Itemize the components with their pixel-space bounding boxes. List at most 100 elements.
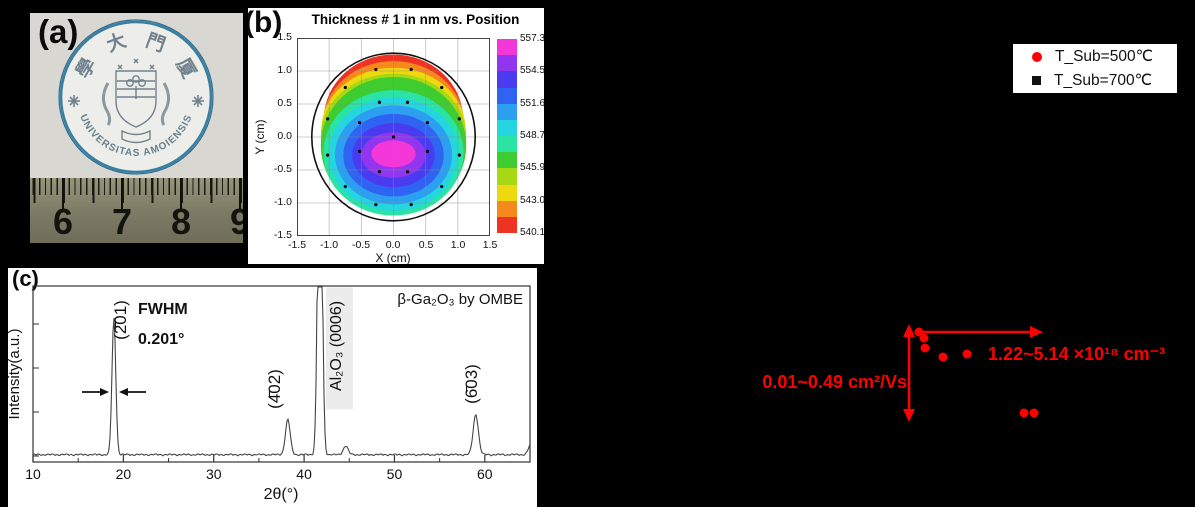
flower-icon [68,95,80,107]
black-square-marker-icon [1032,76,1041,85]
plot-frame [297,38,490,236]
seal-shield-emblem [101,58,171,144]
measurement-dot [425,121,429,125]
x-axis-label: 2θ(°) [264,486,299,503]
colorbar-label: 543.04 [520,195,544,206]
measurement-dot [343,85,347,90]
measurement-dot [457,153,461,157]
measurement-dot [440,184,444,189]
colorbar-cell [497,168,517,185]
measurement-dot [374,67,378,72]
legend-row: T_Sub=700℃ [1013,70,1177,91]
measurement-dot [405,170,410,174]
panel-a-photo: 學 大 門 厦 UNIVERSITAS AMOIENSIS [30,13,243,243]
x-tick-label: -1.5 [287,239,307,251]
al2o3-label-background [326,287,353,410]
data-point-dot [919,333,929,343]
x-tick-label: 0.5 [418,239,434,251]
y-tick-label: 1.0 [277,64,292,76]
data-point-dot [1029,408,1039,418]
colorbar-cell [497,200,517,217]
vertical-range-arrow [903,324,915,422]
y-axis-label: Intensity(a.u.) [8,329,23,420]
measurement-dot [326,153,330,157]
colorbar-label: 545.90 [520,162,544,173]
colorbar-cell [497,71,517,88]
legend-row: T_Sub=500℃ [1013,46,1177,67]
ruler-number: 9 [229,201,243,242]
panel-b-label: (b) [248,8,283,39]
colorbar [497,39,517,234]
y-tick-label: -1.0 [273,196,292,208]
colorbar-label: 548.77 [520,130,544,141]
y-tick-label: 0.5 [277,97,292,109]
measurement-dot [358,149,362,153]
measurement-dot [409,67,413,72]
colorbar-cell [497,103,517,120]
fwhm-arrows [82,388,146,396]
ruler: 6 7 8 9 [30,178,243,243]
colorbar-cell [497,87,517,104]
data-point-dot [1019,408,1029,418]
x-tick-label: 30 [206,466,222,482]
ruler-number: 7 [111,201,133,242]
peak-label-201: (2̄01) [111,300,130,340]
mobility-annotation: 0.01~0.49 cm²/Vs [762,372,907,392]
panel-d-scatter-annotations: 0.01~0.49 cm²/Vs 1.22~5.14 ×10¹⁸ cm⁻³ [762,324,1165,422]
panel-c-xrd: (c) 10 20 30 40 50 60 Intensity(a.u.) 2θ(°) β… [8,268,537,507]
colorbar-label: 551.64 [520,98,544,109]
ruler-cm-ticks [30,178,243,209]
colorbar-cell [497,136,517,153]
measurement-dot [377,100,382,104]
panel-b-thickness-map: (b) Thickness # 1 in nm vs. Position 1.5… [248,8,544,264]
measurement-dot [358,121,362,125]
x-tick-label: 60 [477,466,493,482]
data-point-dot [938,352,948,362]
panel-a-label: (a) [38,13,79,50]
measurement-dot [425,149,429,153]
colorbar-cell [497,184,517,201]
wafer-edge-ring [59,20,213,174]
xrd-curve [32,286,531,457]
data-point-dot [914,327,924,337]
panel-b-title: Thickness # 1 in nm vs. Position [311,12,520,27]
colorbar-cell [497,55,517,72]
red-circle-marker-icon [1032,51,1042,62]
colorbar-cell [497,119,517,137]
wafer-photo-graphic: 學 大 門 厦 UNIVERSITAS AMOIENSIS [58,19,214,175]
ruler-number: 8 [170,201,192,242]
sample-note: β-Ga₂O₃ by OMBE [397,291,523,308]
measurement-dot [440,85,444,90]
measurement-dot [343,184,347,189]
fwhm-label: FWHM [138,301,188,318]
peak-label-al2o3: Al₂O₃ (0006) [328,301,345,391]
carrier-concentration-annotation: 1.22~5.14 ×10¹⁸ cm⁻³ [988,344,1165,364]
x-tick-label: 1.5 [482,239,498,251]
ruler-number: 6 [52,201,74,242]
y-axis-label: Y (cm) [253,119,267,155]
y-tick-label: 0.0 [277,130,292,142]
x-tick-label: 1.0 [450,239,466,251]
y-tick-label: 1.5 [277,31,292,43]
colorbar-cell [497,152,517,169]
x-tick-label: 40 [296,466,312,482]
legend-label: T_Sub=500℃ [1055,48,1153,65]
colorbar-label: 557.38 [520,33,544,44]
y-tick-label: -1.5 [273,229,292,241]
fwhm-value: 0.201° [138,331,184,348]
x-tick-label: 0.0 [385,239,401,251]
measurement-dot [405,100,410,104]
x-tick-label: 20 [116,466,132,482]
peak-label-402: (4̄02) [265,369,284,409]
measurement-dot [374,202,378,207]
flower-icon [192,95,204,107]
measurement-dot [457,117,461,121]
measurement-dot [409,202,413,207]
peak-label-603: (6̄03) [462,364,481,404]
x-tick-label: 10 [25,466,41,482]
panel-d-legend: T_Sub=500℃ T_Sub=700℃ [1013,44,1177,93]
wafer-outline-circle [310,52,477,222]
data-point-dot [962,349,972,359]
measurement-dot [391,135,396,139]
